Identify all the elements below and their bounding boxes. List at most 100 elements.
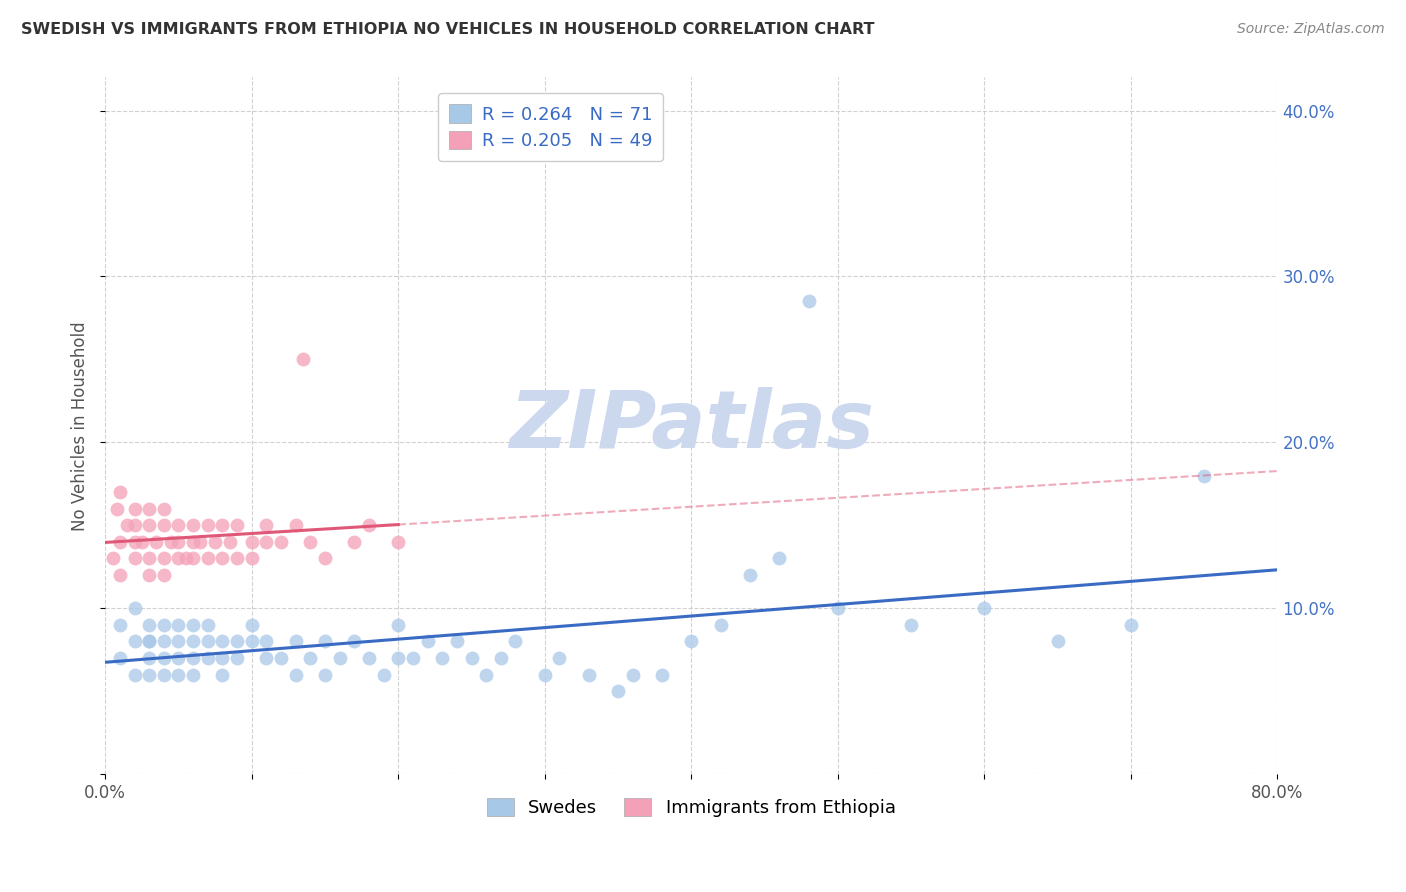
Point [138,501,160,516]
Point [108,617,131,632]
Text: SWEDISH VS IMMIGRANTS FROM ETHIOPIA NO VEHICLES IN HOUSEHOLD CORRELATION CHART: SWEDISH VS IMMIGRANTS FROM ETHIOPIA NO V… [21,22,875,37]
Point [211,551,233,566]
Point [138,518,160,533]
Point [138,651,160,665]
Point [204,535,226,549]
Point [387,617,409,632]
Point [211,634,233,648]
Point [973,601,995,615]
Point [167,651,190,665]
Point [181,651,204,665]
Point [181,617,204,632]
Point [254,651,277,665]
Point [270,651,292,665]
Point [138,568,160,582]
Point [108,651,131,665]
Point [900,617,922,632]
Point [124,634,146,648]
Point [621,667,644,681]
Point [607,684,630,698]
Point [153,551,176,566]
Text: Source: ZipAtlas.com: Source: ZipAtlas.com [1237,22,1385,37]
Point [153,651,176,665]
Point [446,634,468,648]
Point [314,634,336,648]
Point [827,601,849,615]
Point [548,651,571,665]
Point [226,634,249,648]
Point [153,518,176,533]
Point [314,667,336,681]
Point [329,651,352,665]
Point [270,535,292,549]
Point [578,667,600,681]
Point [181,518,204,533]
Point [124,501,146,516]
Point [475,667,498,681]
Point [167,617,190,632]
Point [738,568,761,582]
Point [153,617,176,632]
Point [343,634,366,648]
Point [197,651,219,665]
Point [197,551,219,566]
Point [226,651,249,665]
Point [153,568,176,582]
Point [197,518,219,533]
Point [373,667,395,681]
Point [108,485,131,500]
Point [254,535,277,549]
Point [299,535,322,549]
Legend: Swedes, Immigrants from Ethiopia: Swedes, Immigrants from Ethiopia [479,790,903,824]
Point [299,651,322,665]
Point [197,634,219,648]
Point [357,518,380,533]
Point [181,535,204,549]
Point [460,651,482,665]
Point [124,518,146,533]
Point [797,294,820,309]
Point [226,518,249,533]
Point [284,518,307,533]
Point [124,535,146,549]
Point [1046,634,1069,648]
Point [284,667,307,681]
Point [124,601,146,615]
Point [284,634,307,648]
Point [240,617,263,632]
Text: ZIPatlas: ZIPatlas [509,387,873,465]
Point [218,535,240,549]
Point [343,535,366,549]
Point [1119,617,1142,632]
Point [174,551,197,566]
Point [124,551,146,566]
Point [145,535,167,549]
Point [240,535,263,549]
Point [115,518,138,533]
Point [181,551,204,566]
Point [240,634,263,648]
Point [131,535,153,549]
Point [387,535,409,549]
Point [211,651,233,665]
Point [681,634,703,648]
Point [167,667,190,681]
Point [651,667,673,681]
Point [167,551,190,566]
Point [292,352,315,367]
Point [190,535,212,549]
Point [153,501,176,516]
Point [489,651,512,665]
Point [402,651,425,665]
Point [138,667,160,681]
Point [432,651,454,665]
Point [138,551,160,566]
Point [314,551,336,566]
Point [138,634,160,648]
Point [101,551,124,566]
Point [768,551,790,566]
Point [226,551,249,566]
Point [181,667,204,681]
Point [357,651,380,665]
Point [160,535,183,549]
